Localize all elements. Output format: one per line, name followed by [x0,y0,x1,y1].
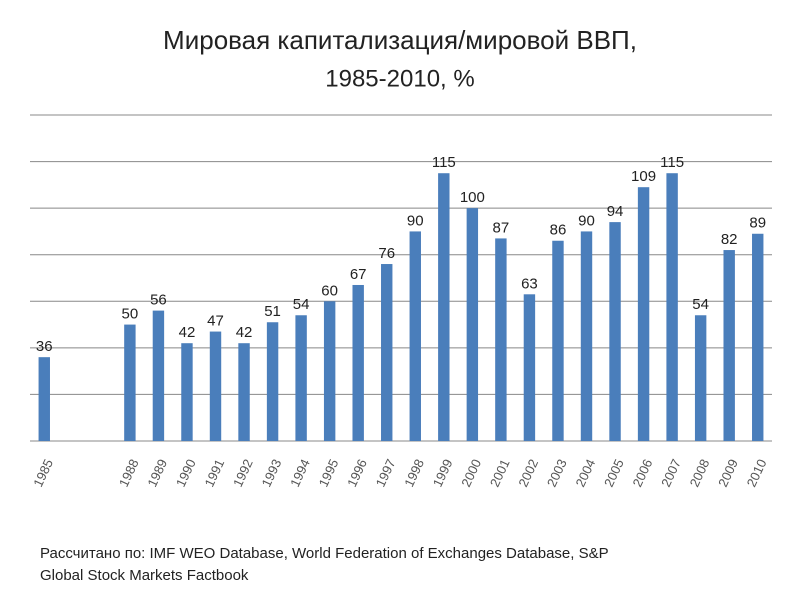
bar [181,343,193,441]
data-label: 54 [293,296,310,313]
data-label: 42 [236,324,253,341]
x-tick-label: 2005 [601,457,627,490]
bar [666,173,678,441]
x-tick-label: 1995 [316,457,342,490]
bar [694,315,707,441]
data-label: 86 [550,222,567,239]
x-tick-label: 1988 [116,457,142,490]
x-tick-label: 1989 [144,457,170,490]
bar [152,310,165,441]
bar [38,357,50,441]
bar [409,231,421,441]
x-tick-label: 1991 [201,457,227,490]
data-label: 94 [607,203,624,220]
x-tick-label: 2000 [458,457,484,490]
x-tick-label: 2002 [515,457,541,490]
bar [637,187,650,441]
x-tick-label: 2010 [744,457,770,490]
bar [352,284,364,441]
bar [381,264,393,441]
data-label: 56 [150,292,167,309]
x-tick-label: 2007 [658,457,684,490]
bar [266,322,279,441]
x-tick-label: 2001 [487,457,513,490]
x-tick-label: 1990 [173,457,199,490]
x-tick-label: 1999 [430,457,456,490]
data-label: 50 [122,306,139,323]
x-tick-label: 2008 [687,457,713,490]
chart-title: Мировая капитализация/мировой ВВП, [163,25,637,55]
x-tick-label: 1997 [373,457,399,490]
source-note: Global Stock Markets Factbook [40,567,249,584]
data-label: 47 [207,313,224,330]
x-tick-label: 1994 [287,457,313,490]
bar [124,324,136,441]
data-label: 36 [36,338,53,355]
bar [580,231,593,441]
x-tick-label: 1985 [30,457,56,490]
x-tick-label: 1998 [401,457,427,490]
bar [523,294,536,441]
bar [552,240,564,441]
x-tick-label: 2006 [630,457,656,490]
x-tick-label: 1993 [259,457,285,490]
x-tick-label: 2003 [544,457,570,490]
data-label: 60 [321,282,338,299]
bar [238,343,250,441]
data-label: 63 [521,275,538,292]
bar [609,222,621,441]
x-tick-label: 1992 [230,457,256,490]
source-note: Рассчитано по: IMF WEO Database, World F… [40,545,609,562]
data-label: 42 [179,324,196,341]
bar [723,250,735,441]
bar [295,315,307,441]
bar [752,233,764,441]
data-label: 51 [264,303,281,320]
data-label: 54 [692,296,709,313]
x-tick-label: 2004 [572,457,598,490]
data-label: 87 [493,219,510,236]
data-label: 89 [749,215,766,232]
bar [438,173,450,441]
bar [495,238,507,441]
bar [323,301,336,441]
data-label: 115 [432,154,456,171]
chart-title: 1985-2010, % [325,65,474,92]
data-label: 109 [631,168,656,185]
data-label: 100 [460,189,485,206]
data-label: 115 [660,154,684,171]
data-label: 90 [407,212,424,229]
data-label: 67 [350,266,367,283]
x-tick-label: 2009 [715,457,741,490]
data-label: 90 [578,212,595,229]
data-label: 76 [378,245,395,262]
x-tick-label: 1996 [344,457,370,490]
bar [466,208,479,441]
data-label: 82 [721,231,738,248]
bar [209,331,222,441]
